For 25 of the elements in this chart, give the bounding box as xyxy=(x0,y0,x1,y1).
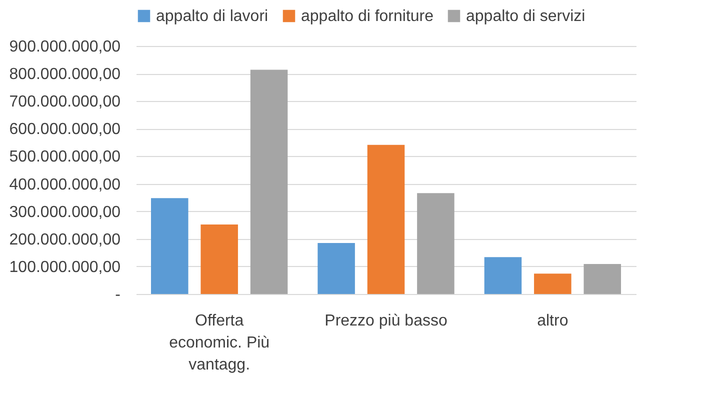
y-tick-label: 400.000.000,00 xyxy=(9,176,121,194)
y-tick-label: 700.000.000,00 xyxy=(9,94,121,111)
bar xyxy=(250,70,288,294)
legend-label: appalto di lavori xyxy=(156,8,268,25)
legend-label: appalto di servizi xyxy=(466,8,586,25)
y-tick-label: 900.000.000,00 xyxy=(9,38,121,56)
bar xyxy=(484,257,522,294)
y-tick-label: 600.000.000,00 xyxy=(9,121,121,138)
x-tick-label: Prezzo più basso xyxy=(324,312,448,330)
y-tick-label: 100.000.000,00 xyxy=(9,258,121,276)
y-tick-label: 800.000.000,00 xyxy=(9,66,121,84)
x-tick-label: Offerta economic. Più vantagg. xyxy=(169,312,270,374)
legend-label: appalto di forniture xyxy=(301,8,434,25)
y-tick-label: - xyxy=(115,286,120,304)
y-tick-label: 500.000.000,00 xyxy=(9,148,121,166)
y-tick-label: 200.000.000,00 xyxy=(9,231,121,248)
bar xyxy=(151,198,188,294)
bar xyxy=(534,274,572,294)
bar xyxy=(367,144,405,294)
bar xyxy=(318,243,355,294)
bar xyxy=(417,193,454,294)
y-tick-label: 300.000.000,00 xyxy=(9,204,121,221)
bar xyxy=(200,224,238,294)
x-tick-label: altro xyxy=(537,312,568,330)
bar xyxy=(584,264,621,294)
